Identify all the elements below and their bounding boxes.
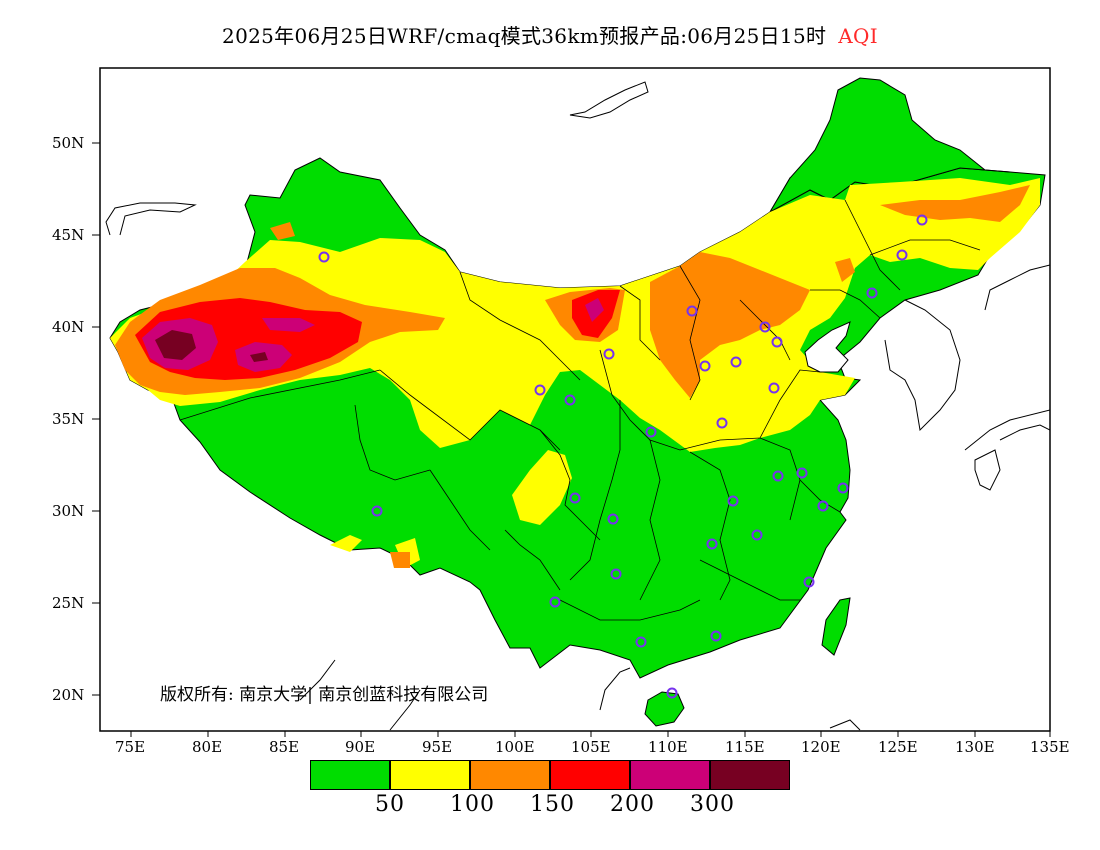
station-marker xyxy=(603,348,615,360)
station-marker xyxy=(730,356,742,368)
zone-hazardous xyxy=(155,330,196,360)
legend-swatch-1 xyxy=(390,760,470,790)
lon-label: 75E xyxy=(115,738,146,756)
zone-moderate-sichuan xyxy=(512,450,572,525)
legend-label: 200 xyxy=(610,792,655,817)
northeast-region xyxy=(768,77,1011,214)
legend-swatch-4 xyxy=(630,760,710,790)
lon-label: 120E xyxy=(801,738,841,756)
station-marker xyxy=(772,470,784,482)
station-marker xyxy=(751,529,763,541)
hainan-island xyxy=(644,691,685,727)
lat-label: 25N xyxy=(52,594,85,612)
station-marker xyxy=(699,360,711,372)
station-marker xyxy=(371,505,383,517)
lat-label: 45N xyxy=(52,226,85,244)
lon-label: 130E xyxy=(955,738,995,756)
latitude-ticks xyxy=(92,142,100,696)
legend-label: 50 xyxy=(375,792,405,817)
legend-swatch-2 xyxy=(470,760,550,790)
lon-label: 105E xyxy=(571,738,611,756)
zone-very-unhealthy-alxa xyxy=(585,298,604,322)
legend-swatch-5 xyxy=(710,760,790,790)
monitoring-stations xyxy=(318,214,928,699)
station-marker xyxy=(916,214,928,226)
zone-usg-north-china xyxy=(650,252,810,398)
lon-label: 110E xyxy=(648,738,688,756)
station-marker xyxy=(837,482,849,494)
zone-moderate-tibet-south xyxy=(330,535,420,568)
station-marker xyxy=(686,305,698,317)
lat-label: 35N xyxy=(52,410,85,428)
station-marker xyxy=(771,336,783,348)
lon-label: 125E xyxy=(878,738,918,756)
lat-label: 30N xyxy=(52,502,85,520)
neighbor-coastlines xyxy=(105,81,1050,731)
lon-label: 90E xyxy=(345,738,376,756)
title-main: 2025年06月25日WRF/cmaq模式36km预报产品:06月25日15时 xyxy=(222,24,827,48)
station-marker xyxy=(817,500,829,512)
map-area xyxy=(105,77,1050,731)
station-marker xyxy=(607,513,619,525)
longitude-ticks xyxy=(130,731,1051,737)
lon-label: 85E xyxy=(269,738,300,756)
legend-label: 150 xyxy=(530,792,575,817)
title-variable: AQI xyxy=(838,24,878,48)
legend-label: 100 xyxy=(450,792,495,817)
copyright-text: 版权所有: 南京大学| 南京创蓝科技有限公司 xyxy=(160,685,489,705)
map-frame xyxy=(99,67,1051,732)
lon-label: 95E xyxy=(422,738,453,756)
lat-label: 50N xyxy=(52,134,85,152)
province-boundaries xyxy=(179,199,981,621)
zone-usg-northeast xyxy=(880,185,1030,222)
station-marker xyxy=(645,426,657,438)
station-marker xyxy=(706,538,718,550)
station-marker xyxy=(635,636,647,648)
lon-label: 135E xyxy=(1030,738,1070,756)
map-title: 2025年06月25日WRF/cmaq模式36km预报产品:06月25日15时 A… xyxy=(0,20,1100,49)
station-marker xyxy=(796,467,808,479)
station-marker xyxy=(666,687,678,699)
legend-swatch-3 xyxy=(550,760,630,790)
station-marker xyxy=(896,249,908,261)
lon-label: 100E xyxy=(495,738,535,756)
zone-hazardous-small xyxy=(250,352,268,362)
station-marker xyxy=(759,321,771,333)
station-marker xyxy=(710,630,722,642)
bohai-sea xyxy=(804,321,851,373)
station-marker xyxy=(716,417,728,429)
station-marker xyxy=(318,251,330,263)
legend-label: 300 xyxy=(690,792,735,817)
station-marker xyxy=(534,384,546,396)
station-marker xyxy=(803,576,815,588)
station-marker xyxy=(549,596,561,608)
station-marker xyxy=(727,495,739,507)
lon-label: 115E xyxy=(725,738,765,756)
lon-label: 80E xyxy=(192,738,223,756)
lat-label: 40N xyxy=(52,318,85,336)
station-marker xyxy=(564,394,576,406)
station-marker xyxy=(569,492,581,504)
taiwan-island xyxy=(821,597,851,656)
station-marker xyxy=(610,568,622,580)
station-marker xyxy=(866,287,878,299)
lat-label: 20N xyxy=(52,686,85,704)
station-marker xyxy=(768,382,780,394)
legend-swatch-0 xyxy=(310,760,390,790)
